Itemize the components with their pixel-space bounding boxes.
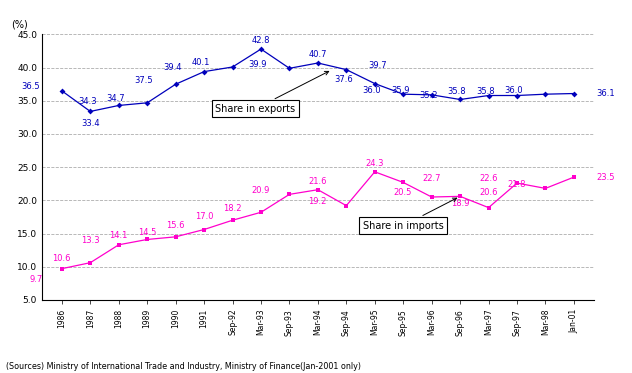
Text: 36.0: 36.0: [362, 85, 381, 94]
Text: 13.3: 13.3: [81, 236, 99, 245]
Text: (Sources) Ministry of International Trade and Industry, Ministry of Finance(Jan-: (Sources) Ministry of International Trad…: [6, 362, 362, 371]
Text: 21.8: 21.8: [507, 180, 526, 189]
Text: 9.7: 9.7: [29, 275, 42, 284]
Text: Share in exports: Share in exports: [216, 71, 329, 114]
Text: 18.2: 18.2: [223, 204, 241, 213]
Text: 40.7: 40.7: [308, 50, 327, 59]
Text: 35.9: 35.9: [391, 86, 410, 95]
Text: 15.6: 15.6: [166, 221, 185, 230]
Text: 37.5: 37.5: [135, 76, 154, 85]
Text: 21.6: 21.6: [308, 177, 327, 186]
Text: 24.3: 24.3: [365, 159, 384, 168]
Text: 40.1: 40.1: [192, 58, 210, 67]
Text: 22.6: 22.6: [479, 175, 497, 184]
Text: 39.7: 39.7: [368, 61, 387, 70]
Text: 23.5: 23.5: [596, 173, 615, 182]
Text: 22.7: 22.7: [423, 174, 441, 183]
Text: 10.6: 10.6: [52, 254, 71, 263]
Text: (%): (%): [11, 19, 28, 29]
Text: 20.9: 20.9: [252, 186, 270, 195]
Text: 37.6: 37.6: [334, 75, 353, 84]
Text: 36.5: 36.5: [21, 82, 40, 91]
Text: 20.6: 20.6: [480, 188, 498, 197]
Text: 33.4: 33.4: [81, 119, 100, 128]
Text: Share in imports: Share in imports: [363, 198, 457, 231]
Text: 14.1: 14.1: [109, 231, 128, 240]
Text: 34.3: 34.3: [78, 97, 97, 106]
Text: 35.2: 35.2: [420, 91, 438, 100]
Text: 35.8: 35.8: [447, 87, 466, 96]
Text: 17.0: 17.0: [195, 211, 213, 220]
Text: 39.9: 39.9: [249, 60, 267, 69]
Text: 35.8: 35.8: [476, 87, 495, 96]
Text: 14.5: 14.5: [138, 228, 156, 237]
Text: 36.1: 36.1: [596, 89, 615, 98]
Text: 42.8: 42.8: [252, 36, 270, 45]
Text: 39.4: 39.4: [163, 63, 182, 72]
Text: 19.2: 19.2: [308, 197, 327, 206]
Text: 18.9: 18.9: [451, 199, 469, 208]
Text: 36.0: 36.0: [504, 85, 523, 94]
Text: 20.5: 20.5: [394, 188, 412, 197]
Text: 34.7: 34.7: [106, 94, 125, 103]
